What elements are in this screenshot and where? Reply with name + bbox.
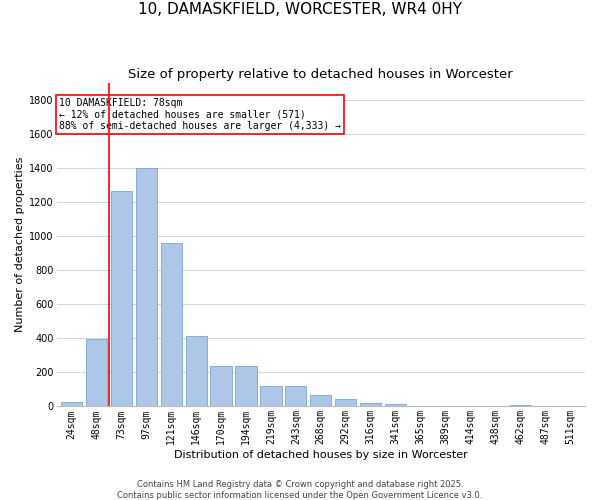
Bar — [335, 399, 356, 406]
Bar — [111, 191, 132, 406]
Bar — [385, 404, 406, 406]
Bar — [285, 386, 307, 406]
Bar — [310, 396, 331, 406]
Text: 10, DAMASKFIELD, WORCESTER, WR4 0HY: 10, DAMASKFIELD, WORCESTER, WR4 0HY — [138, 2, 462, 18]
Bar — [161, 243, 182, 406]
Bar — [509, 404, 531, 406]
Title: Size of property relative to detached houses in Worcester: Size of property relative to detached ho… — [128, 68, 513, 80]
Bar — [86, 339, 107, 406]
Bar — [235, 366, 257, 406]
Y-axis label: Number of detached properties: Number of detached properties — [15, 157, 25, 332]
X-axis label: Distribution of detached houses by size in Worcester: Distribution of detached houses by size … — [174, 450, 467, 460]
Bar — [360, 403, 381, 406]
Bar — [211, 366, 232, 406]
Bar — [260, 386, 281, 406]
Bar — [185, 336, 207, 406]
Bar — [136, 168, 157, 406]
Bar — [61, 402, 82, 406]
Text: 10 DAMASKFIELD: 78sqm
← 12% of detached houses are smaller (571)
88% of semi-det: 10 DAMASKFIELD: 78sqm ← 12% of detached … — [59, 98, 341, 131]
Text: Contains HM Land Registry data © Crown copyright and database right 2025.
Contai: Contains HM Land Registry data © Crown c… — [118, 480, 482, 500]
